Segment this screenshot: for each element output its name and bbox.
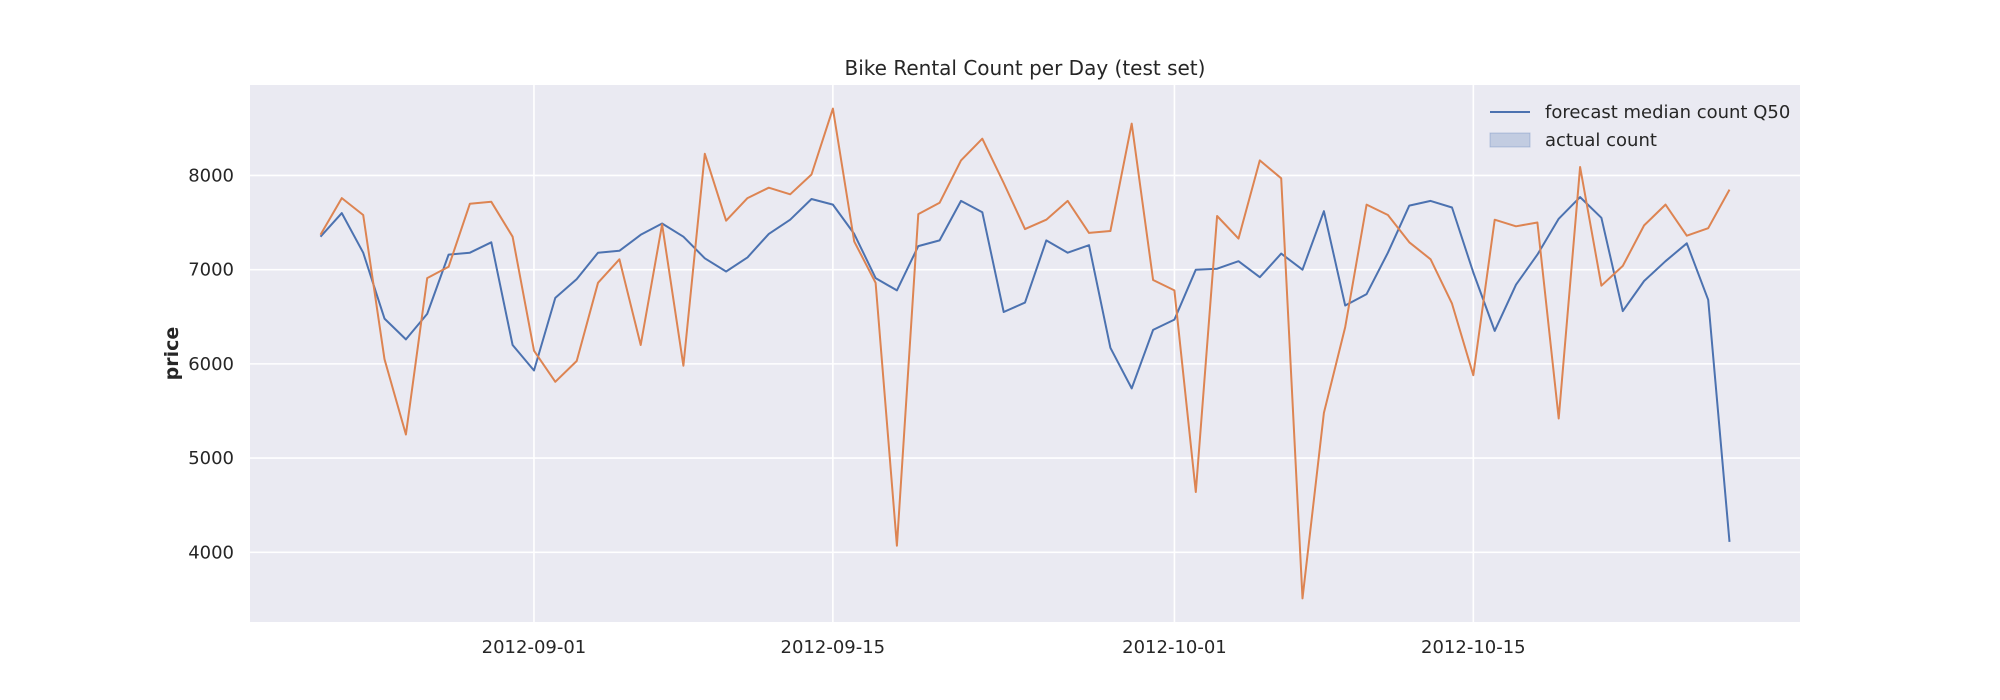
y-tick-label: 4000 (188, 542, 234, 563)
series-lines (319, 107, 1731, 600)
x-tick-label: 2012-10-01 (1122, 637, 1227, 658)
y-tick-label: 7000 (188, 260, 234, 281)
y-tick-label: 6000 (188, 354, 234, 375)
x-tick-label: 2012-10-15 (1421, 637, 1526, 658)
tick-labels: 4000 5000 6000 7000 8000 2012-09-01 2012-09-15… (188, 165, 1525, 658)
plot-area (250, 85, 1800, 622)
series-line-1 (319, 196, 1731, 542)
chart-title: Bike Rental Count per Day (test set) (845, 56, 1206, 80)
y-tick-label: 5000 (188, 448, 234, 469)
x-tick-label: 2012-09-01 (482, 637, 587, 658)
legend-patch-swatch (1489, 132, 1531, 148)
y-tick-label: 8000 (188, 165, 234, 186)
y-axis-label: price (161, 327, 183, 381)
grid-lines (250, 85, 1800, 622)
legend-label: actual count (1545, 130, 1657, 151)
legend-label: forecast median count Q50 (1545, 102, 1790, 123)
series-line-2 (319, 107, 1731, 600)
x-tick-label: 2012-09-15 (781, 637, 886, 658)
legend: forecast median count Q50 actual count (1489, 102, 1790, 151)
